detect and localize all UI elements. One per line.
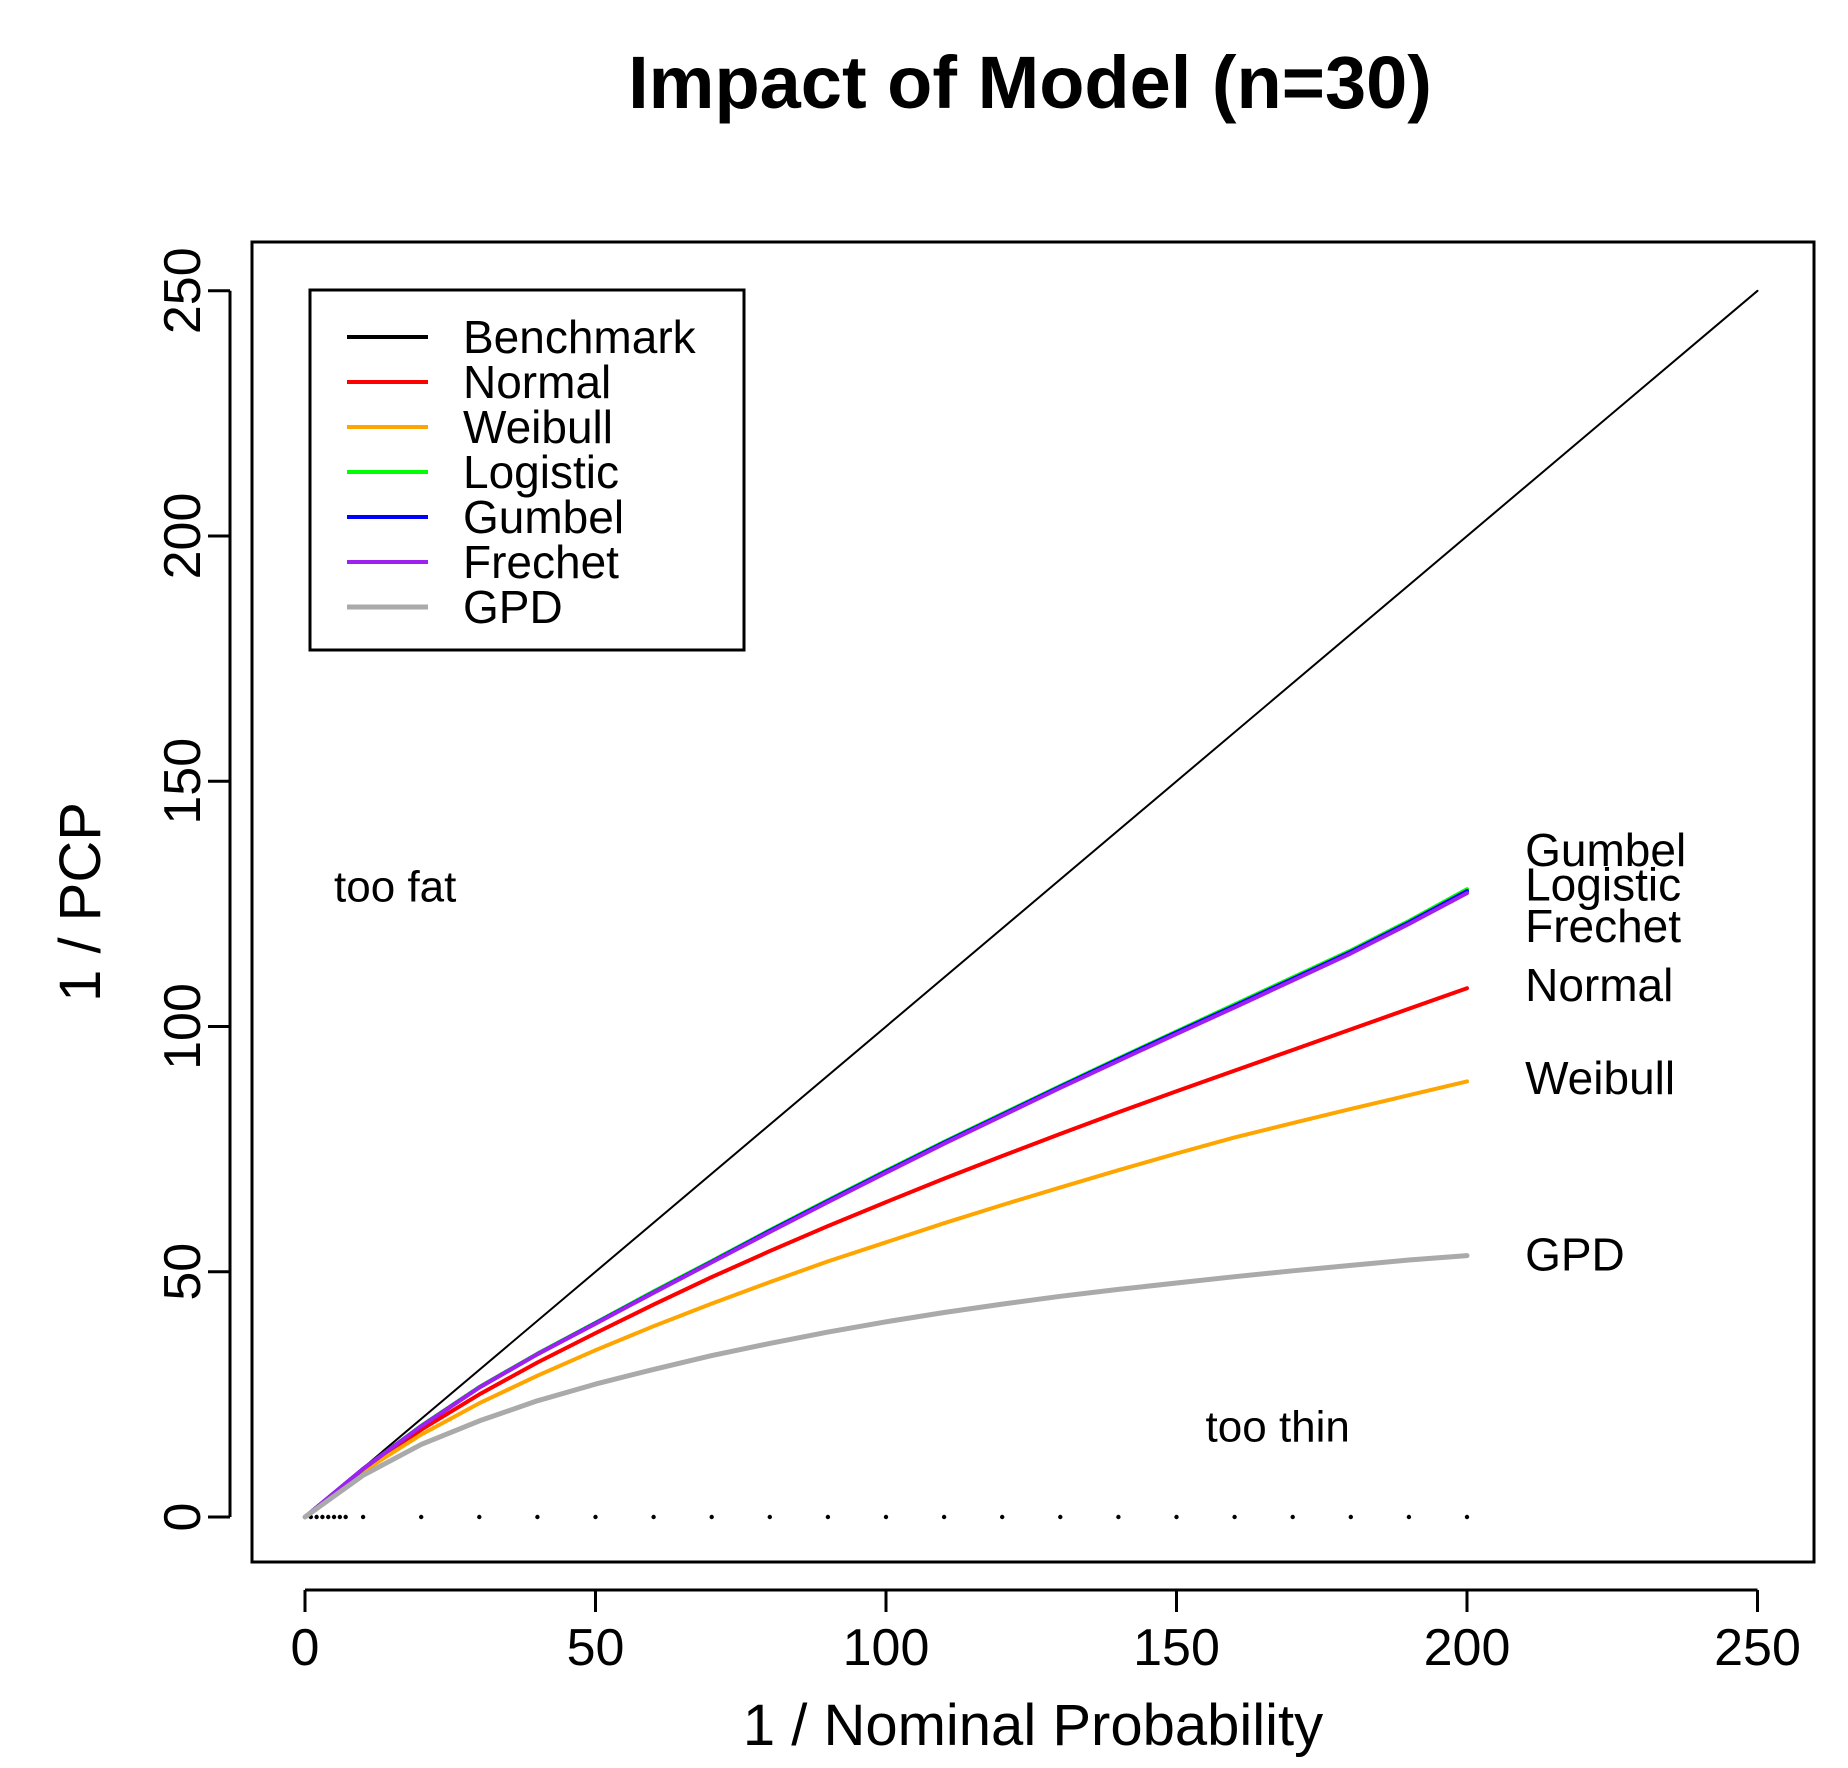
baseline-dot: [360, 1514, 366, 1520]
chart-title: Impact of Model (n=30): [628, 41, 1432, 124]
baseline-dot: [709, 1514, 714, 1520]
baseline-dot: [1348, 1514, 1354, 1520]
baseline-dot: [314, 1514, 319, 1520]
y-tick-label: 200: [154, 493, 212, 580]
legend-label-gumbel: Gumbel: [463, 491, 624, 543]
x-tick-label: 0: [291, 1619, 320, 1677]
legend-label-frechet: Frechet: [463, 536, 619, 588]
baseline-dot: [1406, 1514, 1412, 1520]
annotations: too fat too thin: [334, 863, 1350, 1452]
y-tick-label: 50: [154, 1243, 212, 1301]
x-axis-title: 1 / Nominal Probability: [743, 1693, 1323, 1758]
series-line-frechet: [303, 891, 1469, 1519]
baseline-dot: [767, 1514, 772, 1520]
x-axis: 0 50 100 150 200 250: [291, 1588, 1801, 1677]
baseline-dot: [419, 1514, 424, 1520]
annotation-too-thin: too thin: [1206, 1402, 1350, 1451]
baseline-dot: [1464, 1514, 1470, 1520]
baseline-dot: [343, 1514, 348, 1520]
legend-label-logistic: Logistic: [463, 446, 619, 498]
series-line-gpd: [302, 1253, 1470, 1520]
baseline-dot: [941, 1514, 947, 1520]
baseline-dot: [326, 1514, 331, 1520]
end-label-normal: Normal: [1525, 959, 1673, 1011]
end-label-frechet: Frechet: [1525, 900, 1681, 952]
x-tick-label: 50: [567, 1619, 625, 1677]
baseline-dots: [308, 1514, 1470, 1520]
series-lines: [302, 289, 1759, 1520]
x-tick-label: 250: [1714, 1619, 1801, 1677]
annotation-too-fat: too fat: [334, 863, 456, 912]
y-tick-label: 150: [154, 738, 212, 825]
baseline-dot: [331, 1514, 337, 1520]
baseline-dot: [825, 1514, 831, 1520]
end-label-weibull: Weibull: [1525, 1052, 1675, 1104]
baseline-dot: [535, 1514, 540, 1520]
x-tick-label: 200: [1424, 1619, 1511, 1677]
legend: BenchmarkNormalWeibullLogisticGumbelFrec…: [308, 288, 746, 652]
y-tick-label: 0: [154, 1503, 212, 1532]
baseline-dot: [883, 1514, 889, 1520]
baseline-dot: [337, 1514, 343, 1520]
y-axis-title: 1 / PCP: [48, 802, 113, 1002]
series-line-normal: [303, 986, 1469, 1519]
series-line-weibull: [303, 1079, 1469, 1519]
baseline-dot: [651, 1514, 656, 1520]
baseline-dot: [1290, 1514, 1295, 1520]
series-line-benchmark: [304, 289, 1759, 1518]
baseline-dot: [1174, 1514, 1179, 1520]
baseline-dot: [1058, 1514, 1063, 1520]
baseline-dot: [320, 1514, 325, 1520]
legend-label-weibull: Weibull: [463, 401, 613, 453]
baseline-dot: [1232, 1514, 1237, 1520]
baseline-dot: [1000, 1514, 1005, 1520]
legend-label-benchmark: Benchmark: [463, 311, 697, 363]
legend-label-gpd: GPD: [463, 581, 563, 633]
y-tick-label: 100: [154, 983, 212, 1070]
plot-frame: [250, 240, 1816, 1564]
end-label-gpd: GPD: [1525, 1229, 1625, 1281]
x-tick-label: 100: [843, 1619, 930, 1677]
end-label-logistic: Logistic: [1525, 858, 1681, 910]
end-label-gumbel: Gumbel: [1525, 824, 1686, 876]
baseline-dot: [593, 1514, 598, 1520]
legend-label-normal: Normal: [463, 356, 611, 408]
baseline-dot: [1116, 1514, 1121, 1520]
y-axis: 0 50 100 150 200 250: [154, 247, 232, 1532]
x-tick-label: 150: [1133, 1619, 1220, 1677]
y-tick-label: 250: [154, 247, 212, 334]
baseline-dot: [477, 1514, 482, 1520]
